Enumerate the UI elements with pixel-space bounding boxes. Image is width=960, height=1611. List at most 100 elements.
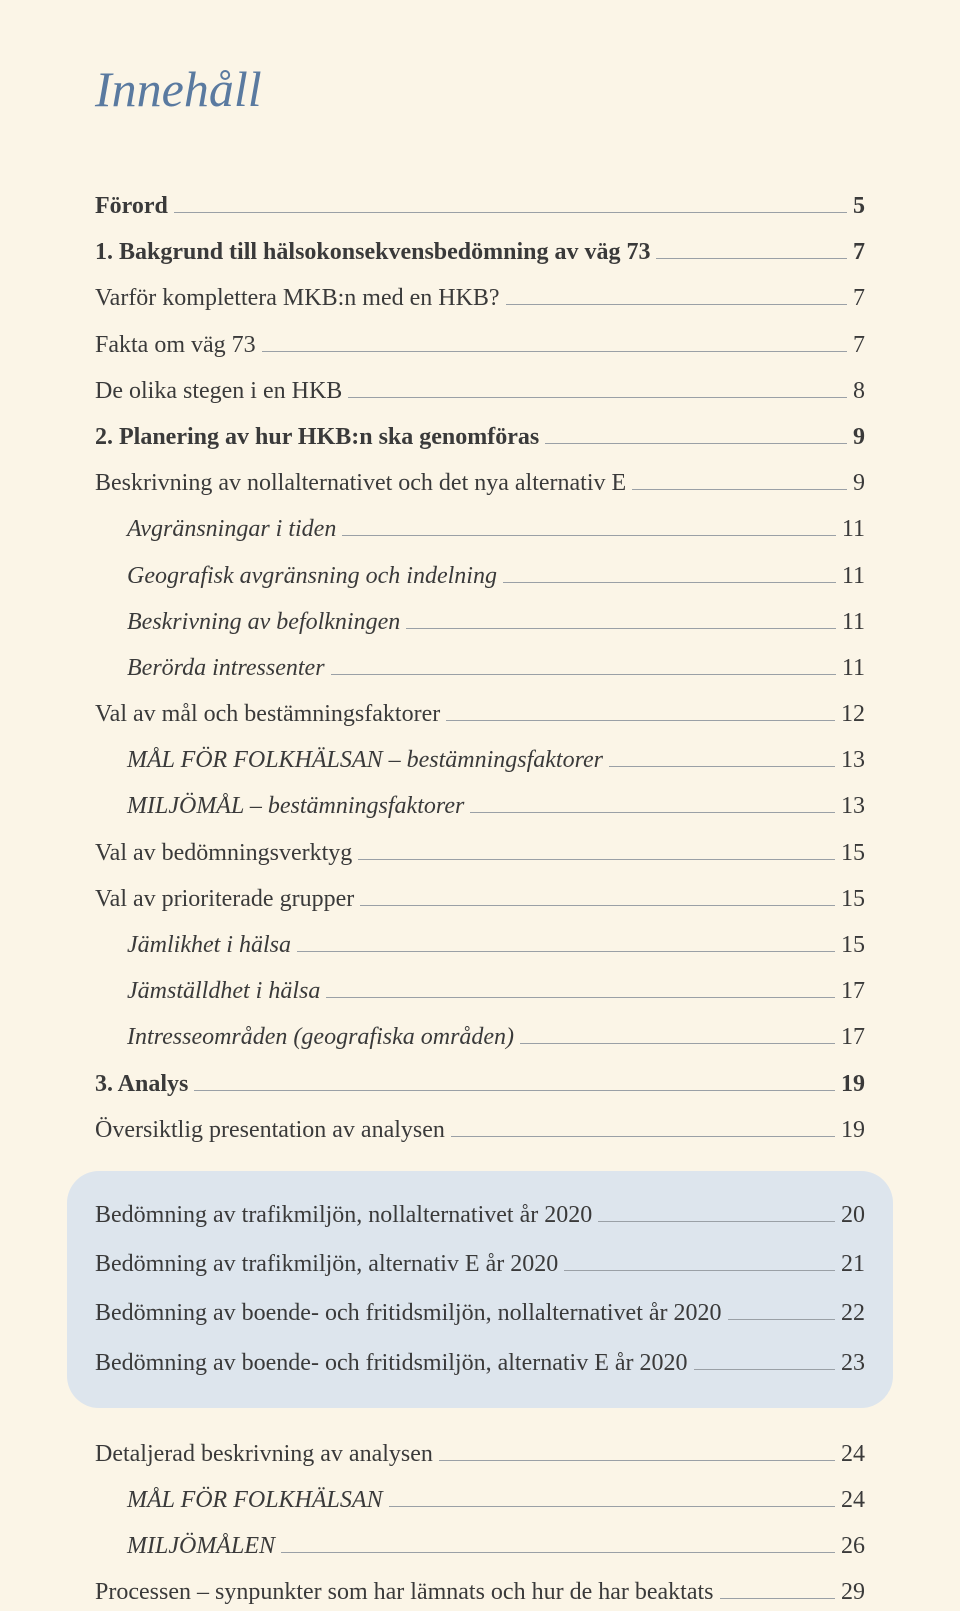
toc-leader-line (446, 720, 835, 721)
toc-row: Beskrivning av nollalternativet och det … (95, 465, 865, 502)
toc-entry-page: 13 (841, 742, 865, 779)
toc-entry-label: Bedömning av boende- och fritidsmiljön, … (95, 1295, 722, 1332)
toc-entry-label: Bedömning av trafikmiljön, alternativ E … (95, 1246, 558, 1283)
toc-entry-label: Avgränsningar i tiden (127, 511, 336, 548)
toc-entry-label: Jämlikhet i hälsa (127, 927, 291, 964)
toc-row: Geografisk avgränsning och indelning 11 (95, 558, 865, 595)
toc-leader-line (720, 1598, 835, 1599)
toc-entry-page: 11 (842, 650, 865, 687)
toc-entry-page: 26 (841, 1528, 865, 1565)
toc-leader-line (564, 1270, 835, 1271)
toc-row: Berörda intressenter 11 (95, 650, 865, 687)
toc-entry-label: De olika stegen i en HKB (95, 373, 342, 410)
toc-leader-line (194, 1090, 835, 1091)
toc-entry-page: 19 (841, 1112, 865, 1149)
toc-entry-label: Jämställdhet i hälsa (127, 973, 320, 1010)
toc-row: Beskrivning av befolkningen 11 (95, 604, 865, 641)
toc-entry-page: 8 (853, 373, 865, 410)
toc-row: Bedömning av boende- och fritidsmiljön, … (95, 1295, 865, 1332)
toc-entry-page: 7 (853, 280, 865, 317)
toc-leader-line (439, 1460, 835, 1461)
toc-entry-label: Översiktlig presentation av analysen (95, 1112, 445, 1149)
toc-leader-line (174, 212, 847, 213)
toc-row: De olika stegen i en HKB 8 (95, 373, 865, 410)
toc-entry-label: Berörda intressenter (127, 650, 325, 687)
toc-entry-label: Förord (95, 188, 168, 225)
toc-row: Fakta om väg 737 (95, 327, 865, 364)
toc-entry-page: 9 (853, 419, 865, 456)
toc-entry-page: 11 (842, 511, 865, 548)
toc-entry-label: Intresseområden (geografiska områden) (127, 1019, 514, 1056)
toc-leader-line (358, 859, 835, 860)
toc-row: MILJÖMÅLEN 26 (95, 1528, 865, 1565)
toc-leader-line (406, 628, 836, 629)
toc-row: Bedömning av trafikmiljön, alternativ E … (95, 1246, 865, 1283)
toc-row: MÅL FÖR FOLKHÄLSAN24 (95, 1482, 865, 1519)
toc-row: Jämlikhet i hälsa 15 (95, 927, 865, 964)
toc-entry-label: Beskrivning av befolkningen (127, 604, 400, 641)
toc-leader-line (326, 997, 835, 998)
toc-row: Förord 5 (95, 188, 865, 225)
toc-entry-page: 15 (841, 881, 865, 918)
toc-entry-label: MÅL FÖR FOLKHÄLSAN – bestämningsfaktorer (127, 742, 603, 779)
toc-entry-label: Val av mål och bestämningsfaktorer (95, 696, 440, 733)
toc-row: 3. Analys 19 (95, 1066, 865, 1103)
toc-row: MÅL FÖR FOLKHÄLSAN – bestämningsfaktorer… (95, 742, 865, 779)
toc-leader-line (694, 1369, 835, 1370)
toc-entry-page: 15 (841, 927, 865, 964)
toc-leader-line (331, 674, 836, 675)
toc-entry-page: 11 (842, 604, 865, 641)
toc-entry-label: Bedömning av boende- och fritidsmiljön, … (95, 1345, 688, 1382)
toc-entry-label: Val av prioriterade grupper (95, 881, 354, 918)
toc-leader-line (520, 1043, 835, 1044)
toc-entry-page: 11 (842, 558, 865, 595)
toc-row: Varför komplettera MKB:n med en HKB? 7 (95, 280, 865, 317)
toc-entry-label: MILJÖMÅL – bestämningsfaktorer (127, 788, 464, 825)
toc-list-main: Förord51. Bakgrund till hälsokonsekvensb… (95, 188, 865, 1149)
toc-entry-label: MILJÖMÅLEN (127, 1528, 275, 1565)
toc-entry-page: 24 (841, 1436, 865, 1473)
toc-row: Val av bedömningsverktyg 15 (95, 835, 865, 872)
toc-entry-page: 15 (841, 835, 865, 872)
toc-entry-page: 12 (841, 696, 865, 733)
toc-entry-label: MÅL FÖR FOLKHÄLSAN (127, 1482, 383, 1519)
toc-leader-line (281, 1552, 835, 1553)
toc-leader-line (470, 812, 835, 813)
toc-row: Intresseområden (geografiska områden)17 (95, 1019, 865, 1056)
toc-list-after: Detaljerad beskrivning av analysen 24 MÅL … (95, 1436, 865, 1611)
toc-entry-label: Beskrivning av nollalternativet och det … (95, 465, 626, 502)
toc-entry-page: 7 (853, 234, 865, 271)
toc-row: Översiktlig presentation av analysen 19 (95, 1112, 865, 1149)
toc-leader-line (342, 535, 836, 536)
toc-row: Processen – synpunkter som har lämnats o… (95, 1574, 865, 1611)
toc-entry-page: 13 (841, 788, 865, 825)
toc-row: Val av mål och bestämningsfaktorer 12 (95, 696, 865, 733)
toc-entry-page: 23 (841, 1345, 865, 1382)
toc-entry-label: Fakta om väg 73 (95, 327, 256, 364)
toc-entry-label: Varför komplettera MKB:n med en HKB? (95, 280, 500, 317)
toc-entry-label: Val av bedömningsverktyg (95, 835, 352, 872)
toc-leader-line (656, 258, 847, 259)
toc-entry-page: 22 (841, 1295, 865, 1332)
toc-entry-page: 21 (841, 1246, 865, 1283)
toc-leader-line (348, 397, 847, 398)
toc-entry-page: 20 (841, 1197, 865, 1234)
page-title: Innehåll (95, 60, 865, 118)
toc-leader-line (360, 905, 835, 906)
toc-leader-line (609, 766, 835, 767)
toc-entry-page: 17 (841, 973, 865, 1010)
toc-entry-label: 3. Analys (95, 1066, 188, 1103)
toc-entry-label: Geografisk avgränsning och indelning (127, 558, 497, 595)
toc-leader-line (506, 304, 847, 305)
toc-entry-label: 2. Planering av hur HKB:n ska genomföras (95, 419, 539, 456)
toc-row: Val av prioriterade grupper 15 (95, 881, 865, 918)
toc-leader-line (262, 351, 847, 352)
toc-entry-page: 19 (841, 1066, 865, 1103)
toc-row: Bedömning av trafikmiljön, nollalternati… (95, 1197, 865, 1234)
toc-entry-page: 5 (853, 188, 865, 225)
toc-row: Bedömning av boende- och fritidsmiljön, … (95, 1345, 865, 1382)
toc-entry-label: Detaljerad beskrivning av analysen (95, 1436, 433, 1473)
toc-leader-line (545, 443, 847, 444)
toc-entry-label: Processen – synpunkter som har lämnats o… (95, 1574, 714, 1611)
toc-leader-line (728, 1319, 835, 1320)
